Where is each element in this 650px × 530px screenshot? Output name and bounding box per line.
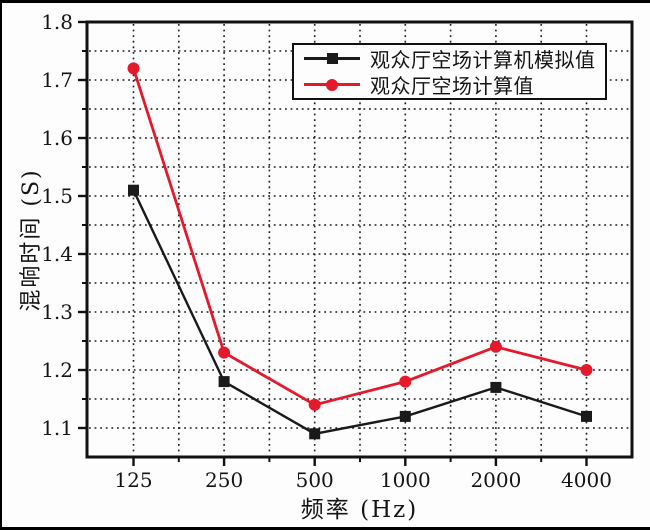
data-point-circle: [308, 398, 321, 411]
data-point-circle: [218, 346, 231, 359]
data-point-square: [581, 410, 592, 422]
x-tick-label: 1000: [380, 468, 431, 492]
circle-marker-icon: [326, 78, 338, 91]
x-tick-label: 500: [296, 468, 334, 492]
x-tick-label: 125: [114, 468, 152, 492]
y-tick-label: 1.3: [41, 300, 73, 324]
y-tick-label: 1.1: [41, 416, 73, 440]
y-tick-label: 1.7: [41, 68, 73, 92]
legend-entry-calculated: 观众厅空场计算值: [304, 72, 599, 98]
y-axis-title: 混响时间 (S): [19, 168, 44, 312]
legend-box: 观众厅空场计算机模拟值 观众厅空场计算值: [292, 43, 607, 100]
data-point-circle: [580, 364, 593, 376]
legend-swatch-simulated: [304, 46, 360, 72]
series-line-simulated: [132, 189, 587, 436]
x-axis-title: 频率 (Hz): [300, 497, 419, 523]
legend-entry-simulated: 观众厅空场计算机模拟值: [304, 46, 599, 72]
series-line-calculated: [132, 67, 587, 407]
data-point-square: [309, 428, 321, 440]
y-tick-label: 1.8: [41, 10, 73, 34]
data-point-circle: [489, 340, 502, 353]
y-tick-label: 1.4: [41, 242, 73, 266]
data-point-square: [399, 410, 411, 422]
x-tick-label: 250: [205, 468, 243, 492]
y-tick-label: 1.6: [41, 126, 73, 150]
y-tick-label: 1.5: [41, 184, 73, 208]
data-point-circle: [127, 62, 140, 75]
legend-label-simulated: 观众厅空场计算机模拟值: [370, 48, 596, 72]
data-point-square: [128, 184, 139, 196]
x-tick-label: 4000: [561, 468, 612, 492]
data-point-square: [218, 376, 230, 388]
data-point-circle: [399, 375, 412, 388]
data-point-square: [490, 381, 502, 393]
legend-swatch-calculated: [304, 72, 360, 98]
y-tick-label: 1.2: [41, 358, 73, 382]
x-tick-label: 2000: [470, 468, 521, 492]
legend-label-calculated: 观众厅空场计算值: [370, 74, 534, 98]
plot-area: 1.8 1.7 1.6 1.5 1.4 1.3 1.2 1.1 125 250 500 1000 200…: [41, 10, 634, 492]
square-marker-icon: [326, 53, 338, 64]
